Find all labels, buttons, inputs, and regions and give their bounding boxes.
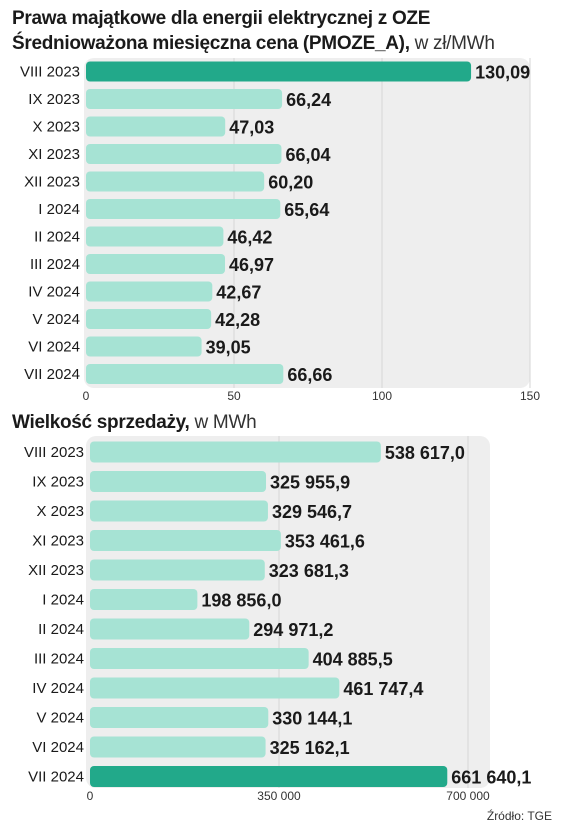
chart1-tick-label: 150 (520, 389, 540, 403)
chart1-unit: w zł/MWh (414, 33, 495, 54)
chart2-bar (90, 618, 250, 640)
chart2-value-label: 325 955,9 (270, 473, 350, 493)
chart2-category-label: IV 2024 (32, 680, 84, 697)
chart2-category-label: X 2023 (36, 503, 84, 520)
chart2-category-label: III 2024 (34, 651, 84, 668)
chart1-tick-label: 0 (83, 389, 90, 403)
chart1-category-label: X 2023 (32, 119, 80, 136)
chart1-category-label: XII 2023 (24, 174, 80, 191)
chart2-category-label: XI 2023 (32, 533, 84, 550)
chart1-value-label: 60,20 (268, 173, 313, 193)
chart2-category-label: II 2024 (38, 621, 84, 638)
chart2-bar (90, 530, 281, 551)
chart1-value-label: 66,66 (287, 365, 332, 385)
chart2-bar (90, 677, 340, 699)
chart1-bar (86, 116, 226, 137)
chart2-bar (90, 471, 267, 492)
chart2-category-label: XII 2023 (28, 562, 84, 579)
chart2-title: Wielkość sprzedaży, (12, 412, 190, 433)
chart1-category-label: IV 2024 (28, 284, 80, 301)
chart1-category-label: VI 2024 (28, 339, 80, 356)
chart2-value-label: 330 144,1 (272, 709, 352, 729)
chart1-bar (86, 226, 224, 247)
chart1-value-label: 46,42 (227, 228, 272, 248)
chart1-category-label: VIII 2023 (20, 64, 80, 81)
chart2-bar (90, 707, 269, 728)
chart2-bar (90, 648, 309, 669)
chart1-value-label: 65,64 (284, 200, 329, 220)
chart2-unit: w MWh (194, 412, 257, 433)
chart2-value-label: 325 162,1 (270, 738, 350, 758)
chart1-value-label: 130,09 (475, 63, 530, 83)
chart1-category-label: VII 2024 (24, 366, 80, 383)
chart1-bar (86, 336, 202, 357)
chart1-bar (86, 171, 265, 192)
chart1-value-label: 42,67 (216, 283, 261, 303)
chart1-title: Prawa majątkowe dla energii elektrycznej… (12, 8, 431, 29)
chart2-category-label: IX 2023 (32, 474, 84, 491)
chart1-subtitle: Średnioważona miesięczna cena (PMOZE_A), (12, 33, 410, 54)
chart2-tick-label: 350 000 (257, 789, 301, 803)
chart2-panel (86, 436, 490, 788)
chart2-tick-label: 700 000 (446, 789, 490, 803)
chart1-bar (86, 144, 282, 164)
chart2-bar (90, 559, 265, 581)
chart1-bar (86, 254, 226, 274)
chart1-tick-label: 100 (372, 389, 392, 403)
chart2-bar (90, 736, 266, 758)
chart2-title-line: Wielkość sprzedaży, w MWh (12, 412, 257, 434)
chart2-value-label: 198 856,0 (201, 591, 281, 611)
chart2-value-label: 353 461,6 (285, 532, 365, 552)
chart2-value-label: 404 885,5 (313, 650, 393, 670)
chart1-category-label: II 2024 (34, 229, 80, 246)
chart2-category-label: I 2024 (42, 592, 84, 609)
chart1-subtitle-line: Średnioważona miesięczna cena (PMOZE_A),… (12, 33, 495, 55)
chart1-bar (86, 309, 212, 329)
chart1-value-label: 46,97 (229, 255, 274, 275)
chart2-category-label: V 2024 (36, 710, 84, 727)
chart2-value-label: 323 681,3 (269, 561, 349, 581)
chart1-value-label: 66,04 (285, 145, 330, 165)
chart1-bar (86, 199, 281, 219)
chart1-panel (84, 58, 530, 388)
chart2-value-label: 538 617,0 (385, 443, 465, 463)
chart1-bar (86, 61, 472, 82)
chart2-bar (90, 441, 381, 463)
chart2-value-label: 461 747,4 (343, 679, 423, 699)
chart1-value-label: 39,05 (206, 338, 251, 358)
chart1-bar (86, 281, 213, 302)
chart2-bar (90, 500, 268, 522)
chart2-value-label: 294 971,2 (253, 620, 333, 640)
chart2-tick-label: 0 (87, 789, 94, 803)
source-note: Źródło: TGE (486, 809, 552, 823)
chart1-value-label: 42,28 (215, 310, 260, 330)
chart2-category-label: VIII 2023 (24, 444, 84, 461)
chart2-value-label: 661 640,1 (451, 768, 531, 788)
chart1-tick-label: 50 (227, 389, 241, 403)
chart2-category-label: VI 2024 (32, 739, 84, 756)
chart1-value-label: 66,24 (286, 90, 331, 110)
chart1-category-label: IX 2023 (28, 91, 80, 108)
chart1-category-label: III 2024 (30, 256, 80, 273)
chart1-category-label: I 2024 (38, 201, 80, 218)
chart1-category-label: V 2024 (32, 311, 80, 328)
chart1-value-label: 47,03 (229, 118, 274, 138)
chart2-bar (90, 589, 198, 610)
chart2-category-label: VII 2024 (28, 769, 84, 786)
chart2-value-label: 329 546,7 (272, 502, 352, 522)
chart1-bar (86, 364, 284, 384)
chart2-bar (90, 766, 448, 787)
chart1-category-label: XI 2023 (28, 146, 80, 163)
chart1-bar (86, 89, 283, 109)
